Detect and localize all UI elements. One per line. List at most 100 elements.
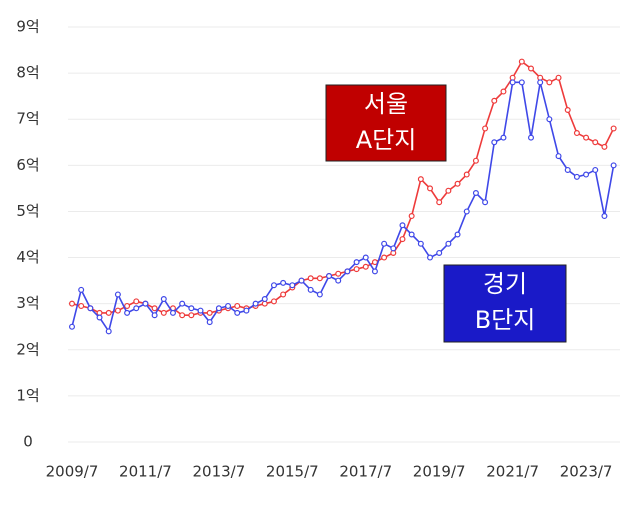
- point: [491, 97, 498, 104]
- point: [399, 222, 406, 229]
- point: [326, 273, 333, 280]
- point: [124, 302, 131, 309]
- point: [252, 300, 259, 307]
- point: [316, 291, 323, 298]
- point: [417, 176, 424, 183]
- y-tick-label: 0: [23, 433, 33, 451]
- x-tick-label: 2009/7: [46, 463, 99, 481]
- point: [169, 309, 176, 316]
- point: [289, 282, 296, 289]
- point: [592, 166, 599, 173]
- x-tick-label: 2023/7: [560, 463, 613, 481]
- point: [601, 213, 608, 220]
- point: [546, 79, 553, 86]
- point: [408, 213, 415, 220]
- point: [427, 185, 434, 192]
- x-tick-label: 2019/7: [413, 463, 466, 481]
- point: [179, 300, 186, 307]
- y-tick-label: 4억: [16, 248, 39, 266]
- point: [509, 79, 516, 86]
- point: [234, 309, 241, 316]
- point: [78, 302, 85, 309]
- point: [188, 305, 195, 312]
- x-tick-label: 2021/7: [486, 463, 539, 481]
- point: [280, 291, 287, 298]
- point: [408, 231, 415, 238]
- point: [518, 79, 525, 86]
- point: [105, 309, 112, 316]
- point: [307, 286, 314, 293]
- annotation-text: 서울: [364, 90, 408, 118]
- annotation-text: A단지: [356, 126, 417, 154]
- point: [454, 180, 461, 187]
- point: [335, 270, 342, 277]
- point: [243, 307, 250, 314]
- point: [436, 199, 443, 206]
- point: [151, 305, 158, 312]
- y-tick-label: 1억: [16, 386, 39, 404]
- series-line: [71, 81, 615, 334]
- y-tick-label: 3억: [16, 294, 39, 312]
- point: [179, 312, 186, 319]
- point: [298, 277, 305, 284]
- point: [133, 298, 140, 305]
- point: [133, 305, 140, 312]
- point: [68, 323, 75, 330]
- point: [573, 173, 580, 180]
- point: [197, 307, 204, 314]
- point: [160, 309, 167, 316]
- point: [555, 153, 562, 160]
- point: [436, 249, 443, 256]
- point: [482, 125, 489, 132]
- point: [583, 171, 590, 178]
- point: [445, 240, 452, 247]
- point: [381, 240, 388, 247]
- point: [381, 254, 388, 261]
- point: [564, 166, 571, 173]
- x-tick-label: 2011/7: [119, 463, 172, 481]
- annotation-text: B단지: [475, 306, 536, 334]
- point: [445, 187, 452, 194]
- point: [114, 307, 121, 314]
- point: [610, 125, 617, 132]
- point: [316, 275, 323, 282]
- x-tick-label: 2015/7: [266, 463, 319, 481]
- point: [500, 134, 507, 141]
- point: [573, 130, 580, 137]
- point: [206, 319, 213, 326]
- point: [114, 291, 121, 298]
- y-tick-label: 7억: [16, 110, 39, 128]
- point: [427, 254, 434, 261]
- point: [188, 312, 195, 319]
- point: [546, 116, 553, 123]
- point: [390, 245, 397, 252]
- point: [151, 312, 158, 319]
- point: [472, 190, 479, 197]
- annotation-box: [443, 264, 567, 343]
- point: [270, 298, 277, 305]
- point: [399, 236, 406, 243]
- point: [362, 263, 369, 270]
- point: [280, 279, 287, 286]
- point: [206, 309, 213, 316]
- point: [96, 314, 103, 321]
- point: [518, 58, 525, 65]
- point: [527, 65, 534, 72]
- y-tick-label: 9억: [16, 18, 39, 36]
- point: [353, 259, 360, 266]
- point: [362, 254, 369, 261]
- point: [307, 275, 314, 282]
- x-tick-label: 2013/7: [192, 463, 245, 481]
- point: [601, 143, 608, 150]
- annotation-text: 경기: [483, 270, 527, 298]
- y-tick-label: 5억: [16, 202, 39, 220]
- point: [500, 88, 507, 95]
- point: [537, 79, 544, 86]
- y-tick-label: 8억: [16, 64, 39, 82]
- point: [564, 106, 571, 113]
- point: [344, 268, 351, 275]
- y-tick-label: 2억: [16, 340, 39, 358]
- point: [417, 240, 424, 247]
- point: [225, 302, 232, 309]
